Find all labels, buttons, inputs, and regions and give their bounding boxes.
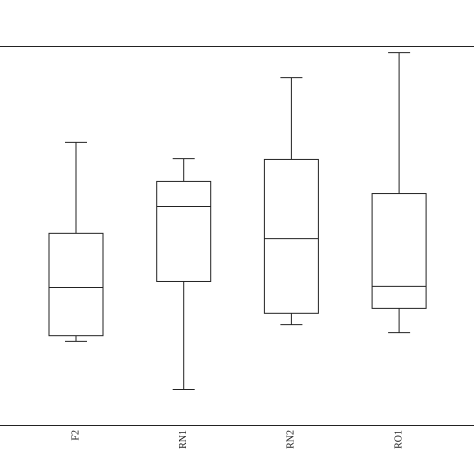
box [156, 180, 212, 282]
box [371, 193, 427, 309]
x-tick-label: RO1 [393, 430, 404, 449]
x-tick-label: F2 [70, 430, 81, 441]
x-tick-label: RN1 [178, 430, 189, 449]
x-tick-label: RN2 [286, 430, 297, 449]
box [263, 158, 319, 314]
box [48, 232, 104, 337]
